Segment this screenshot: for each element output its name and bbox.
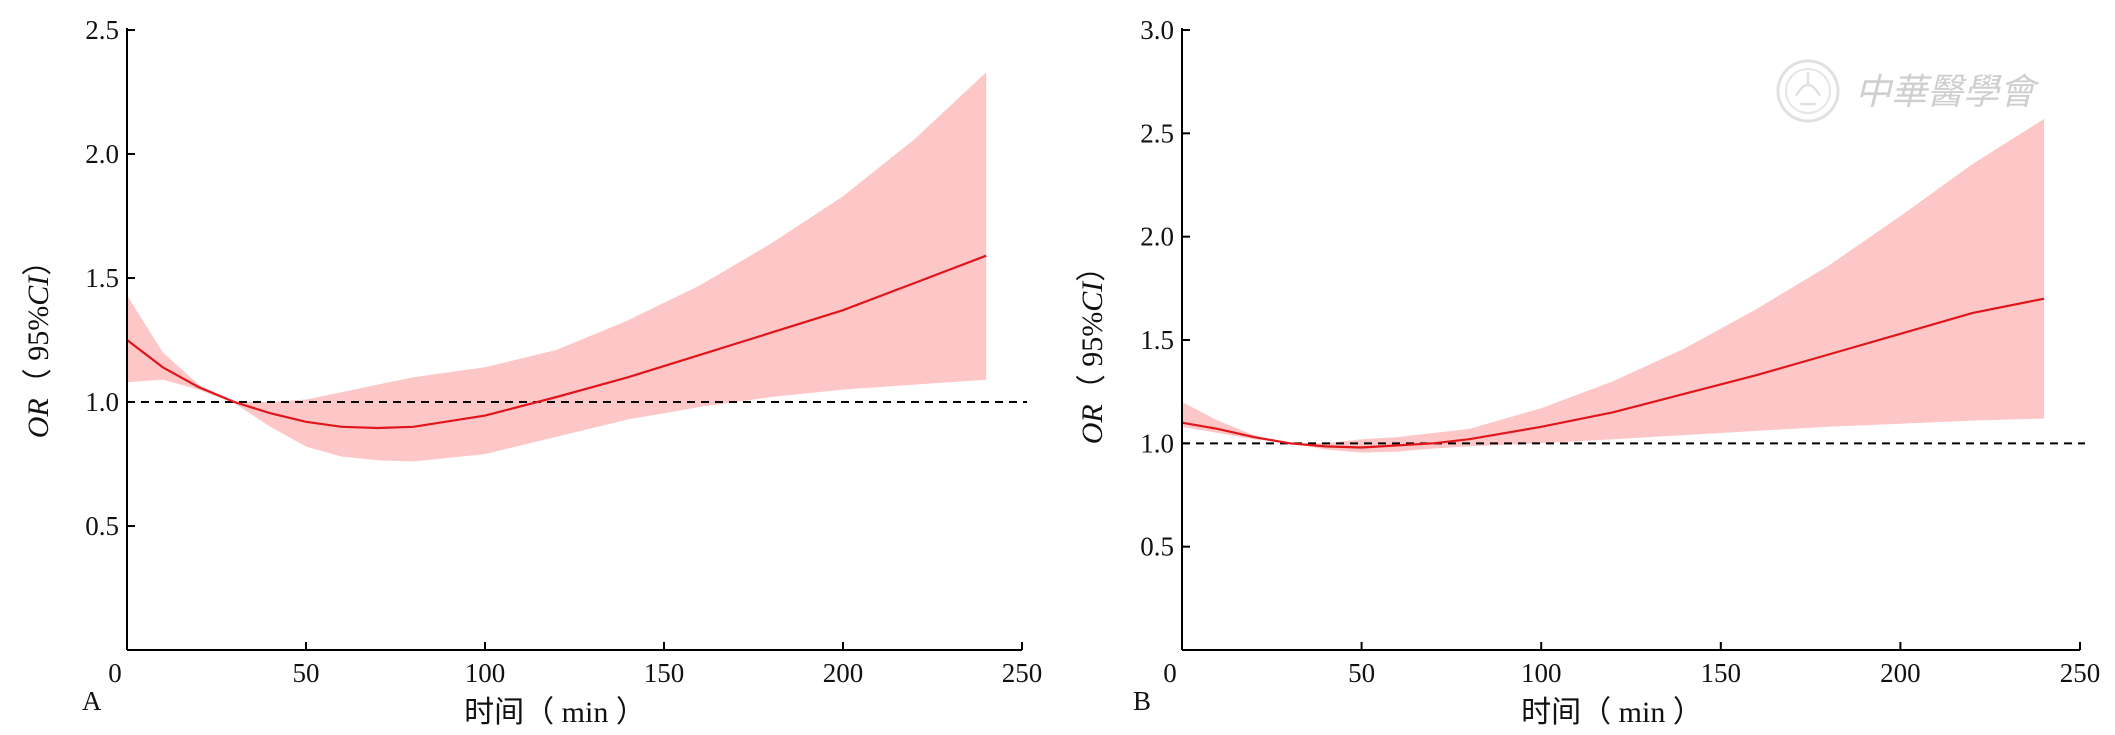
y-axis-title: OR（ 95%CI）: [22, 246, 55, 439]
y-tick-label: 1.5: [85, 263, 119, 293]
x-tick-label: 150: [1701, 658, 1742, 688]
x-tick-label: 50: [293, 658, 320, 688]
x-tick-label: 50: [1348, 658, 1375, 688]
ci-band: [127, 72, 987, 462]
x-tick-label: 100: [1521, 658, 1562, 688]
watermark: 中華醫學會: [1776, 59, 2040, 123]
y-tick-label: 2.5: [1140, 118, 1174, 148]
y-axis-title-ci: CI: [1076, 280, 1109, 312]
panel-a: 0.5 1.0 1.5 2.0 2.5 0 50 100 150 200 250 时间（ min ）…: [22, 15, 1042, 729]
y-tick-label: 0.5: [1140, 532, 1174, 562]
y-tick-label: 2.0: [1140, 222, 1174, 252]
watermark-text: 中華醫學會: [1855, 72, 2040, 113]
y-tick-label: 0.5: [85, 511, 119, 541]
x-tick-label: 150: [644, 658, 685, 688]
x-tick-label: 0: [1163, 658, 1177, 688]
y-tick-label: 1.5: [1140, 325, 1174, 355]
x-axis-title: 时间（ min ）: [464, 696, 646, 729]
panel-label-b: B: [1133, 686, 1151, 716]
x-tick-label: 250: [2060, 658, 2101, 688]
y-axis-title: OR（ 95%CI）: [1076, 252, 1109, 445]
or-line: [126, 254, 987, 430]
y-axis-title-paren: （ 95%: [1076, 312, 1109, 405]
y-axis-title-close: ）: [1076, 252, 1109, 282]
y-axis-title-paren: （ 95%: [22, 306, 55, 399]
x-tick-label: 0: [108, 658, 122, 688]
y-axis-title-or: OR: [22, 398, 55, 438]
y-axis-title-ci: CI: [22, 274, 55, 306]
y-tick-label: 3.0: [1140, 15, 1174, 45]
panel-label-a: A: [82, 686, 102, 716]
y-tick-label: 1.0: [1140, 428, 1174, 458]
y-tick-label: 2.0: [85, 139, 119, 169]
x-tick-label: 250: [1002, 658, 1043, 688]
x-tick-label: 100: [465, 658, 506, 688]
society-seal-icon: [1776, 59, 1840, 123]
panel-b: 0.5 1.0 1.5 2.0 2.5 3.0 0 50 100 150 200 250 时间（ mi…: [1076, 15, 2100, 729]
x-tick-label: 200: [1880, 658, 1921, 688]
x-tick-label: 200: [823, 658, 864, 688]
or-line: [1181, 297, 2045, 449]
y-axis-title-close: ）: [22, 246, 55, 276]
ci-band: [1182, 118, 2045, 453]
x-axis-title: 时间（ min ）: [1521, 696, 1703, 729]
y-tick-label: 2.5: [85, 15, 119, 45]
y-axis-title-or: OR: [1076, 404, 1109, 444]
y-tick-label: 1.0: [85, 387, 119, 417]
